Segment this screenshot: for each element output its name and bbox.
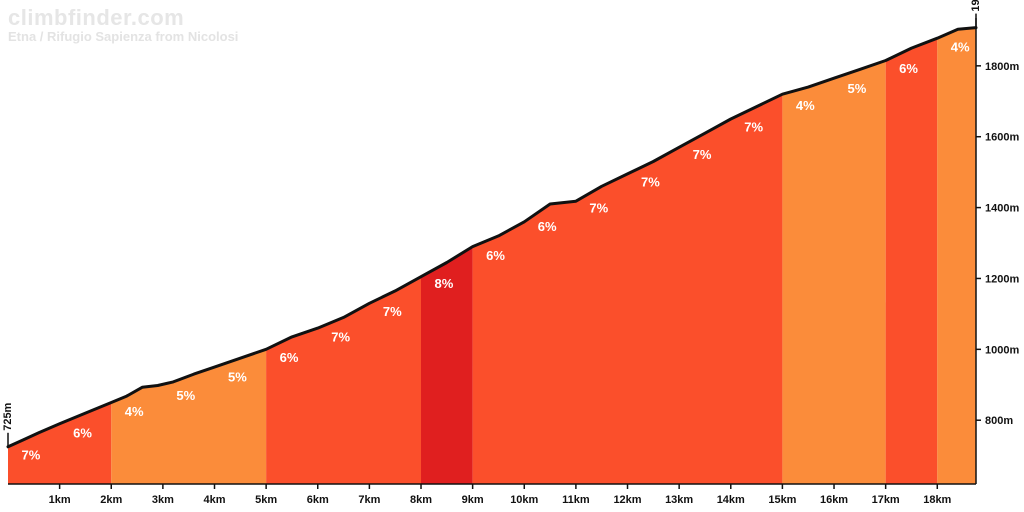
grade-label-4: 5% <box>176 388 195 403</box>
x-tick-label-18: 18km <box>923 494 951 506</box>
grade-label-19: 4% <box>951 40 970 55</box>
grade-section-7 <box>885 38 938 484</box>
grade-label-2: 6% <box>73 425 92 440</box>
x-tick-label-12: 12km <box>613 494 641 506</box>
grade-label-17: 5% <box>848 81 867 96</box>
grade-label-3: 4% <box>125 404 144 419</box>
climb-title: Etna / Rifugio Sapienza from Nicolosi <box>8 29 239 44</box>
grade-label-18: 6% <box>899 61 918 76</box>
y-tick-label-1600: 1600m <box>985 132 1019 144</box>
grade-label-8: 7% <box>383 304 402 319</box>
y-tick-label-1200: 1200m <box>985 273 1019 285</box>
x-tick-label-7: 7km <box>358 494 380 506</box>
x-tick-label-14: 14km <box>717 494 745 506</box>
grade-label-16: 4% <box>796 98 815 113</box>
y-tick-label-1400: 1400m <box>985 203 1019 215</box>
grade-section-3 <box>266 276 422 484</box>
grade-label-5: 5% <box>228 370 247 385</box>
grade-section-6 <box>782 60 886 484</box>
grade-section-8 <box>937 27 976 484</box>
grade-label-6: 6% <box>280 350 299 365</box>
x-tick-label-16: 16km <box>820 494 848 506</box>
x-tick-label-5: 5km <box>255 494 277 506</box>
x-tick-label-3: 3km <box>152 494 174 506</box>
brand-watermark: climbfinder.com <box>8 5 185 30</box>
grade-label-11: 6% <box>538 219 557 234</box>
x-tick-label-15: 15km <box>768 494 796 506</box>
y-tick-label-1800: 1800m <box>985 61 1019 73</box>
y-tick-label-800: 800m <box>985 415 1013 427</box>
grade-label-12: 7% <box>589 200 608 215</box>
x-tick-label-1: 1km <box>49 494 71 506</box>
grade-label-15: 7% <box>744 120 763 135</box>
elevation-profile-line <box>6 26 978 449</box>
x-tick-label-11: 11km <box>562 494 590 506</box>
grade-section-1 <box>8 402 112 484</box>
grade-label-14: 7% <box>693 147 712 162</box>
grade-section-5 <box>472 94 783 484</box>
x-tick-label-10: 10km <box>510 494 538 506</box>
grade-label-9: 8% <box>435 276 454 291</box>
finish-elevation-label: 1908m <box>970 0 982 12</box>
grade-label-1: 7% <box>21 448 40 463</box>
grade-label-13: 7% <box>641 174 660 189</box>
x-tick-label-8: 8km <box>410 494 432 506</box>
x-tick-label-2: 2km <box>100 494 122 506</box>
x-tick-label-17: 17km <box>872 494 900 506</box>
grade-label-7: 7% <box>331 330 350 345</box>
x-tick-label-13: 13km <box>665 494 693 506</box>
grade-label-10: 6% <box>486 248 505 263</box>
grade-section-2 <box>111 349 267 484</box>
x-tick-label-4: 4km <box>203 494 225 506</box>
start-elevation-label: 725m <box>2 402 14 430</box>
grade-section-4 <box>421 246 473 484</box>
y-tick-label-1000: 1000m <box>985 344 1019 356</box>
x-tick-label-9: 9km <box>462 494 484 506</box>
x-tick-label-6: 6km <box>307 494 329 506</box>
